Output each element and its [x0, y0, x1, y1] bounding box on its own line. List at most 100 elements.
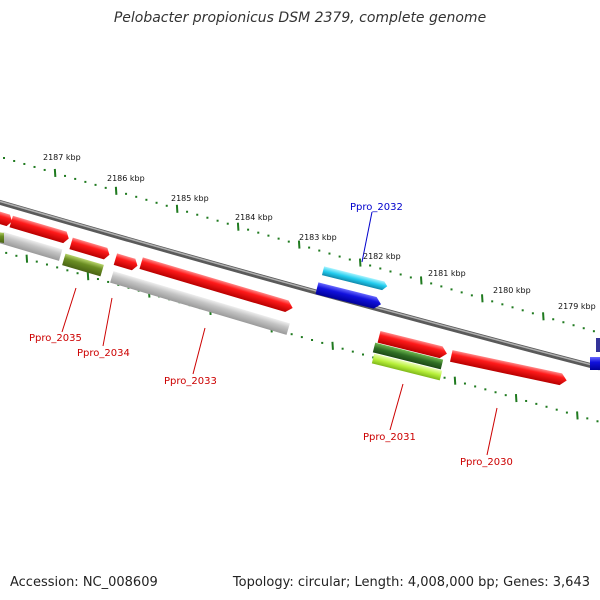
scale-tick — [576, 411, 579, 420]
scale-dot — [525, 399, 528, 402]
gene-label-ppro-2030[interactable]: Ppro_2030 — [460, 457, 513, 468]
gene-ppro-2033[interactable] — [110, 271, 290, 335]
kbp-label: 2186 kbp — [107, 174, 145, 183]
scale-tick — [453, 376, 457, 385]
scale-dot — [586, 417, 589, 420]
kbp-label: 2182 kbp — [363, 252, 401, 261]
scale-dot — [94, 183, 97, 186]
scale-dot — [43, 168, 46, 171]
scale-dot — [125, 192, 128, 195]
scale-dot — [308, 246, 311, 249]
scale-dot — [5, 251, 8, 254]
scale-dot — [372, 356, 375, 359]
scale-dot — [562, 321, 565, 324]
scale-dot — [409, 276, 412, 279]
scale-dot — [186, 210, 189, 213]
gene-ppro-2031-green[interactable] — [372, 342, 444, 370]
scale-dot — [582, 327, 585, 330]
scale-dot — [33, 165, 36, 168]
gene-label-ppro-2031[interactable]: Ppro_2031 — [363, 432, 416, 443]
kbp-scale-labels: 2187 kbp 2186 kbp 2185 kbp 2184 kbp 2183… — [43, 153, 596, 311]
gene-forward-2[interactable] — [9, 215, 71, 245]
scale-dot — [104, 186, 107, 189]
scale-dot — [440, 285, 443, 288]
kbp-label: 2185 kbp — [171, 194, 209, 203]
scale-dot — [389, 270, 392, 273]
scale-dot — [491, 300, 494, 303]
gene-ppro-2031-lime[interactable] — [371, 353, 443, 381]
scale-dot — [545, 405, 548, 408]
scale-dot — [565, 411, 568, 414]
gene-ppro-2031-fwd[interactable] — [377, 330, 449, 360]
accession-text: Accession: NC_008609 — [10, 575, 158, 590]
gene-forward-1[interactable] — [0, 209, 14, 227]
scale-dot — [470, 294, 473, 297]
scale-dot — [257, 231, 260, 234]
scale-dot — [501, 303, 504, 306]
gene-ppro-2032-blue[interactable] — [315, 282, 382, 310]
scale-tick — [542, 312, 545, 321]
scale-dot — [443, 376, 446, 379]
scale-dot — [474, 385, 477, 388]
scale-dot — [13, 159, 16, 162]
scale-dot — [351, 350, 354, 353]
scale-dot — [535, 402, 538, 405]
gene-forward-4[interactable] — [113, 253, 139, 271]
kbp-label: 2183 kbp — [299, 233, 337, 242]
scale-dot — [369, 264, 372, 267]
scale-dot — [74, 177, 77, 180]
scale-tick — [419, 276, 423, 285]
gene-gray-left[interactable] — [0, 231, 63, 261]
kbp-label: 2180 kbp — [493, 286, 531, 295]
scale-dot — [76, 272, 79, 275]
scale-dot — [430, 282, 433, 285]
scale-dot — [66, 269, 69, 272]
scale-dot — [23, 162, 26, 165]
scale-dot — [155, 201, 158, 204]
scale-dot — [290, 333, 293, 336]
gene-ppro-2033-fwd[interactable] — [139, 257, 294, 313]
kbp-label: 2181 kbp — [428, 269, 466, 278]
gene-olive-left[interactable] — [0, 232, 4, 243]
kbp-label: 2184 kbp — [235, 213, 273, 222]
scale-dot — [450, 288, 453, 291]
scale-tick — [297, 240, 301, 249]
scale-tick — [481, 294, 484, 303]
gene-label-ppro-2032[interactable]: Ppro_2032 — [350, 202, 403, 213]
scale-dot — [463, 382, 466, 385]
gene-label-ppro-2035[interactable]: Ppro_2035 — [29, 333, 82, 344]
gene-label-ppro-2034[interactable]: Ppro_2034 — [77, 348, 130, 359]
scale-dot — [460, 291, 463, 294]
scale-tick — [331, 341, 334, 350]
gene-ppro-2030[interactable] — [450, 350, 568, 386]
scale-dot — [226, 222, 229, 225]
gene-label-ppro-2033[interactable]: Ppro_2033 — [164, 376, 217, 387]
scale-dot — [338, 255, 341, 258]
kbp-label: 2187 kbp — [43, 153, 81, 162]
scale-dot — [572, 324, 575, 327]
scale-dot — [3, 157, 5, 159]
gene-edge-blue[interactable] — [590, 338, 600, 370]
scale-dot — [145, 198, 148, 201]
scale-dot — [216, 219, 219, 222]
scale-tick — [86, 272, 90, 281]
scale-dot — [247, 228, 250, 231]
gene-ppro-2034[interactable] — [62, 253, 104, 277]
scale-dot — [15, 254, 18, 257]
scale-dot — [45, 263, 48, 266]
scale-dot — [399, 273, 402, 276]
scale-tick — [175, 204, 179, 213]
scale-dot — [35, 260, 38, 263]
scale-dot — [321, 341, 324, 344]
map-title: Pelobacter propionicus DSM 2379, complet… — [113, 10, 487, 26]
scale-dot — [592, 330, 595, 333]
gene-forward-3[interactable] — [69, 237, 111, 261]
scale-dot — [494, 391, 497, 394]
scale-dot — [96, 278, 99, 281]
scale-tick — [114, 186, 118, 195]
scale-tick — [358, 258, 362, 267]
gene-ppro-2032-cyan[interactable] — [321, 266, 388, 291]
scale-dot — [484, 388, 487, 391]
scale-dot — [300, 336, 303, 339]
scale-dot — [287, 240, 290, 243]
